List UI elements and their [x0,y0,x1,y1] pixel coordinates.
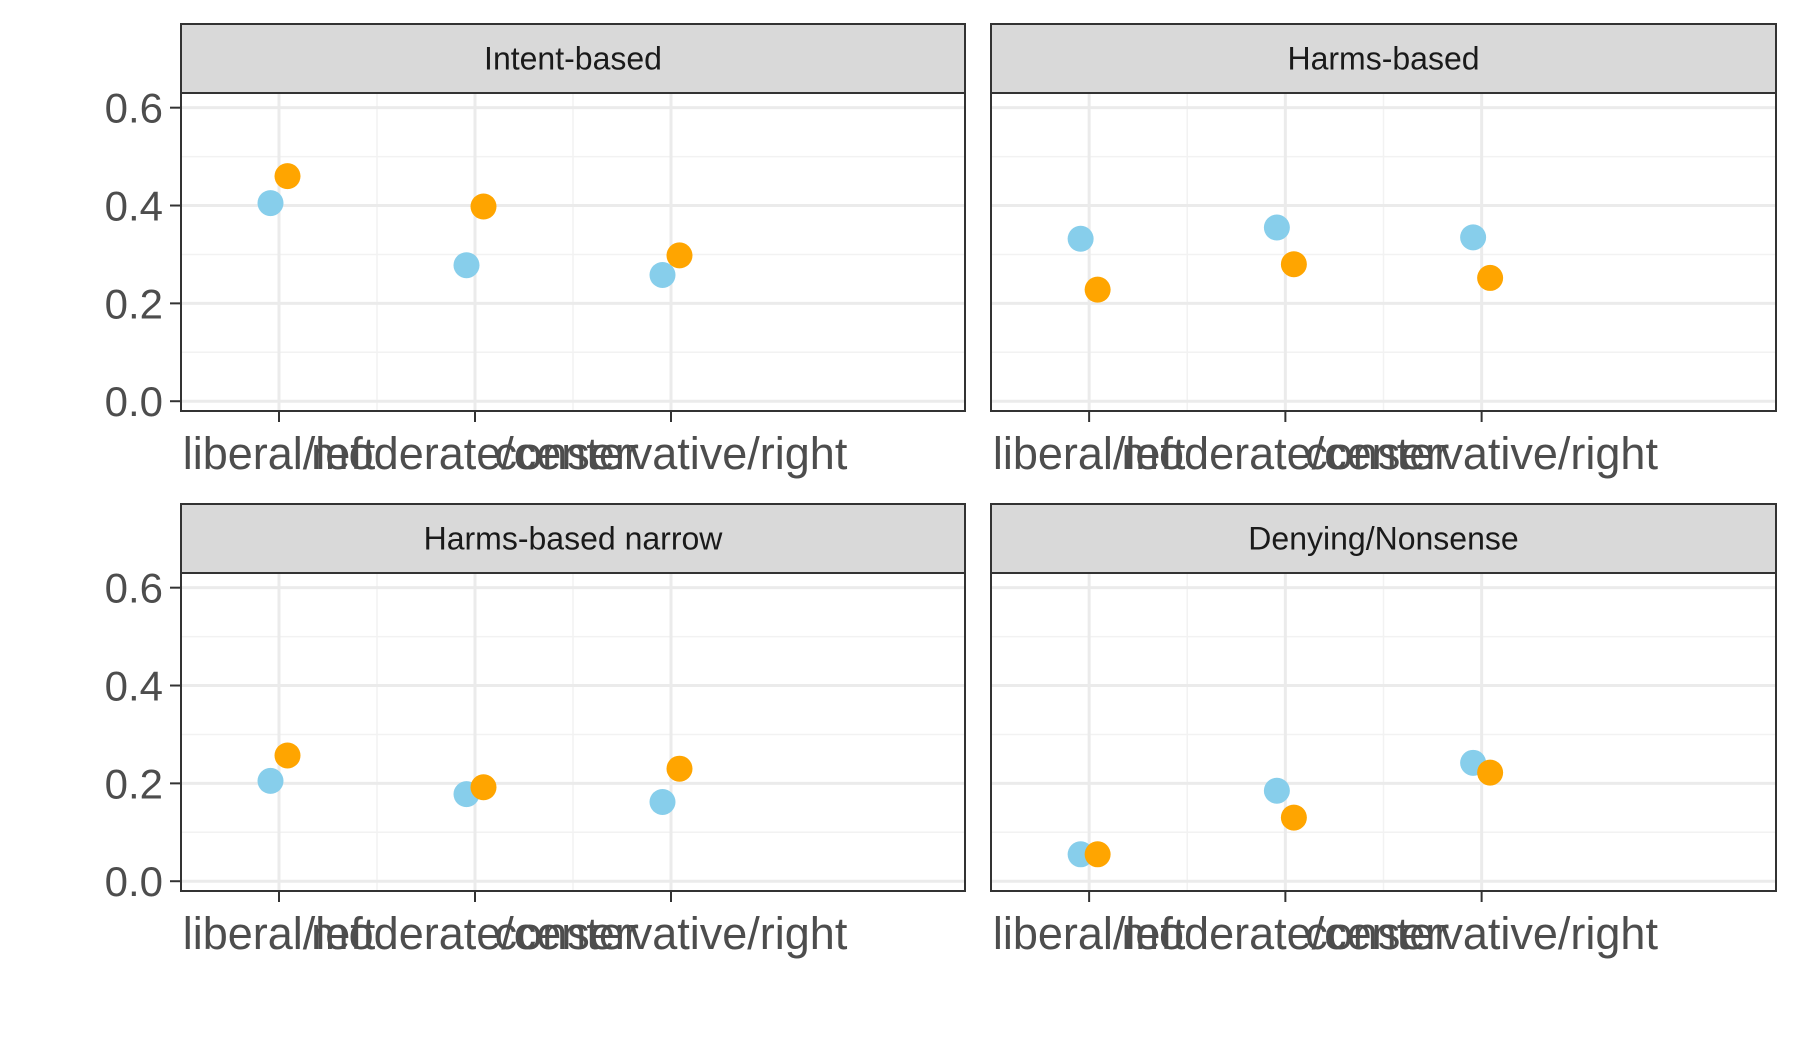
data-point [1263,214,1290,241]
data-point [649,788,676,815]
facet-title: Harms-based [1287,41,1479,77]
facet-title: Intent-based [484,41,662,77]
x-tick-label: liberal/left [183,908,376,959]
facet-strip [180,503,966,574]
x-tick-label: conservative/right [495,428,848,479]
x-tick-label: liberal/left [993,428,1186,479]
data-point [257,767,284,794]
y-tick-label: 0.4 [105,183,163,230]
data-point [1263,777,1290,804]
facet-title: Denying/Nonsense [1248,521,1518,557]
x-tick-label: moderate/center [1122,428,1450,479]
x-tick-label: moderate/center [311,908,639,959]
x-tick-label: moderate/center [1122,908,1450,959]
data-point [1477,264,1504,291]
facet-strip [180,23,966,94]
y-tick-label: 0.4 [105,663,163,710]
y-tick-label: 0.0 [105,378,163,425]
facet-strip [990,23,1777,94]
data-point [666,242,693,269]
x-tick-label: conservative/right [1305,908,1658,959]
y-tick-label: 0.2 [105,760,163,807]
data-point [1084,841,1111,868]
data-point [470,193,497,220]
data-point [1280,251,1307,278]
x-tick-label: moderate/center [311,428,639,479]
facet-strip [990,503,1777,574]
data-point [1084,276,1111,303]
data-point [453,252,480,279]
data-point [274,163,301,190]
data-point [1067,225,1094,252]
y-tick-label: 0.6 [105,565,163,612]
data-point [649,261,676,288]
x-tick-label: conservative/right [1305,428,1658,479]
facet-title: Harms-based narrow [424,521,724,557]
x-tick-label: liberal/left [993,908,1186,959]
data-point [1280,804,1307,831]
data-point [470,774,497,801]
data-point [274,742,301,769]
x-tick-label: conservative/right [495,908,848,959]
x-tick-label: liberal/left [183,428,376,479]
data-point [1477,759,1504,786]
y-tick-label: 0.6 [105,85,163,132]
data-point [257,190,284,217]
data-point [1460,224,1487,251]
y-tick-label: 0.2 [105,280,163,327]
data-point [666,755,693,782]
y-tick-label: 0.0 [105,858,163,905]
